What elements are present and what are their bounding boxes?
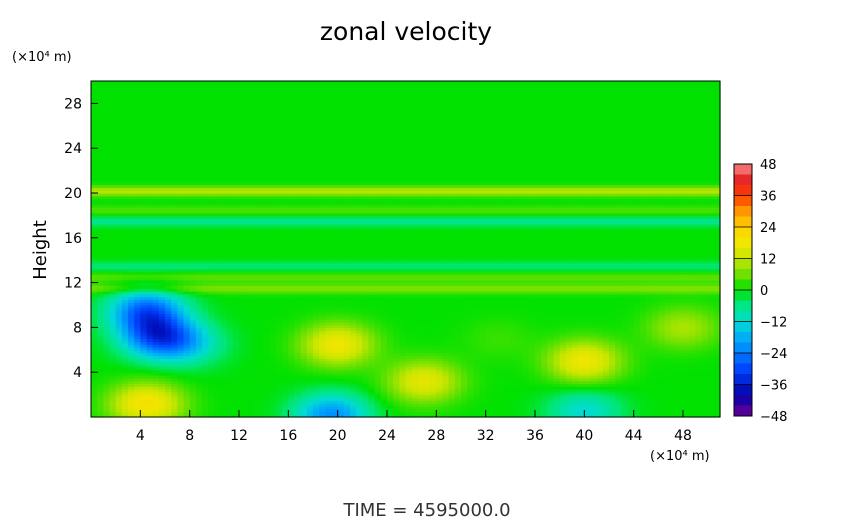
chart-title: zonal velocity [320, 17, 492, 46]
colorbar-tick-label: −12 [760, 316, 787, 331]
x-tick-label: 48 [674, 428, 692, 444]
y-tick-label: 28 [64, 96, 82, 112]
y-tick-label: 16 [64, 231, 82, 247]
colorbar-band [734, 353, 752, 364]
colorbar-band [734, 290, 752, 301]
colorbar-tick-label: 0 [760, 284, 768, 299]
y-tick-label: 8 [73, 320, 82, 336]
x-tick-label: 4 [136, 428, 145, 444]
y-tick-label: 12 [64, 276, 82, 292]
colorbar-band [734, 174, 752, 186]
y-tick-label: 4 [73, 365, 82, 381]
colorbar-band [734, 321, 752, 333]
colorbar-tick-label: −24 [760, 347, 787, 362]
colorbar-tick-label: 24 [760, 221, 777, 236]
x-tick-label: 32 [477, 428, 495, 444]
x-tick-label: 40 [575, 428, 593, 444]
colorbar-band [734, 258, 752, 270]
y-axis-unit: (×10⁴ m) [12, 50, 72, 65]
y-axis-ticks: 4 8 12 16 20 24 28 [64, 96, 98, 381]
colorbar-band [734, 206, 752, 217]
colorbar-band [734, 164, 752, 175]
colorbar-band [734, 185, 752, 196]
colorbar-tick-label: −36 [760, 379, 787, 394]
colorbar: 48 36 24 12 0 −12 −24 −36 −48 [733, 158, 787, 425]
x-tick-label: 12 [230, 428, 248, 444]
x-axis-ticks: 4 8 12 16 20 24 28 32 36 40 44 48 [136, 410, 692, 444]
y-axis-label: Height [30, 220, 51, 280]
colorbar-tick-label: 12 [760, 253, 777, 268]
x-tick-label: 44 [625, 428, 643, 444]
time-label: TIME = 4595000.0 [342, 500, 510, 519]
x-tick-label: 16 [279, 428, 297, 444]
y-tick-label: 24 [64, 141, 82, 157]
colorbar-band [734, 374, 752, 385]
colorbar-tick-label: 36 [760, 190, 777, 205]
plot-frame [90, 80, 721, 418]
velocity-field [91, 81, 721, 418]
x-tick-label: 28 [427, 428, 445, 444]
x-tick-label: 24 [378, 428, 396, 444]
colorbar-band [734, 195, 752, 207]
colorbar-band [734, 405, 752, 417]
colorbar-band [734, 342, 752, 354]
colorbar-tick-label: 48 [760, 158, 777, 173]
y-tick-label: 20 [64, 186, 82, 202]
colorbar-band [734, 227, 752, 238]
colorbar-band [734, 395, 752, 406]
colorbar-band [734, 248, 752, 259]
colorbar-band [734, 363, 752, 375]
colorbar-band [734, 269, 752, 280]
x-tick-label: 8 [185, 428, 194, 444]
x-tick-label: 36 [526, 428, 544, 444]
colorbar-band [734, 311, 752, 322]
x-axis-unit: (×10⁴ m) [650, 449, 710, 464]
colorbar-tick-label: −48 [760, 410, 787, 425]
colorbar-band [734, 279, 752, 291]
colorbar-band [734, 216, 752, 228]
colorbar-band [734, 332, 752, 343]
colorbar-band [734, 237, 752, 249]
colorbar-band [734, 384, 752, 396]
x-tick-label: 20 [329, 428, 347, 444]
colorbar-band [734, 300, 752, 312]
